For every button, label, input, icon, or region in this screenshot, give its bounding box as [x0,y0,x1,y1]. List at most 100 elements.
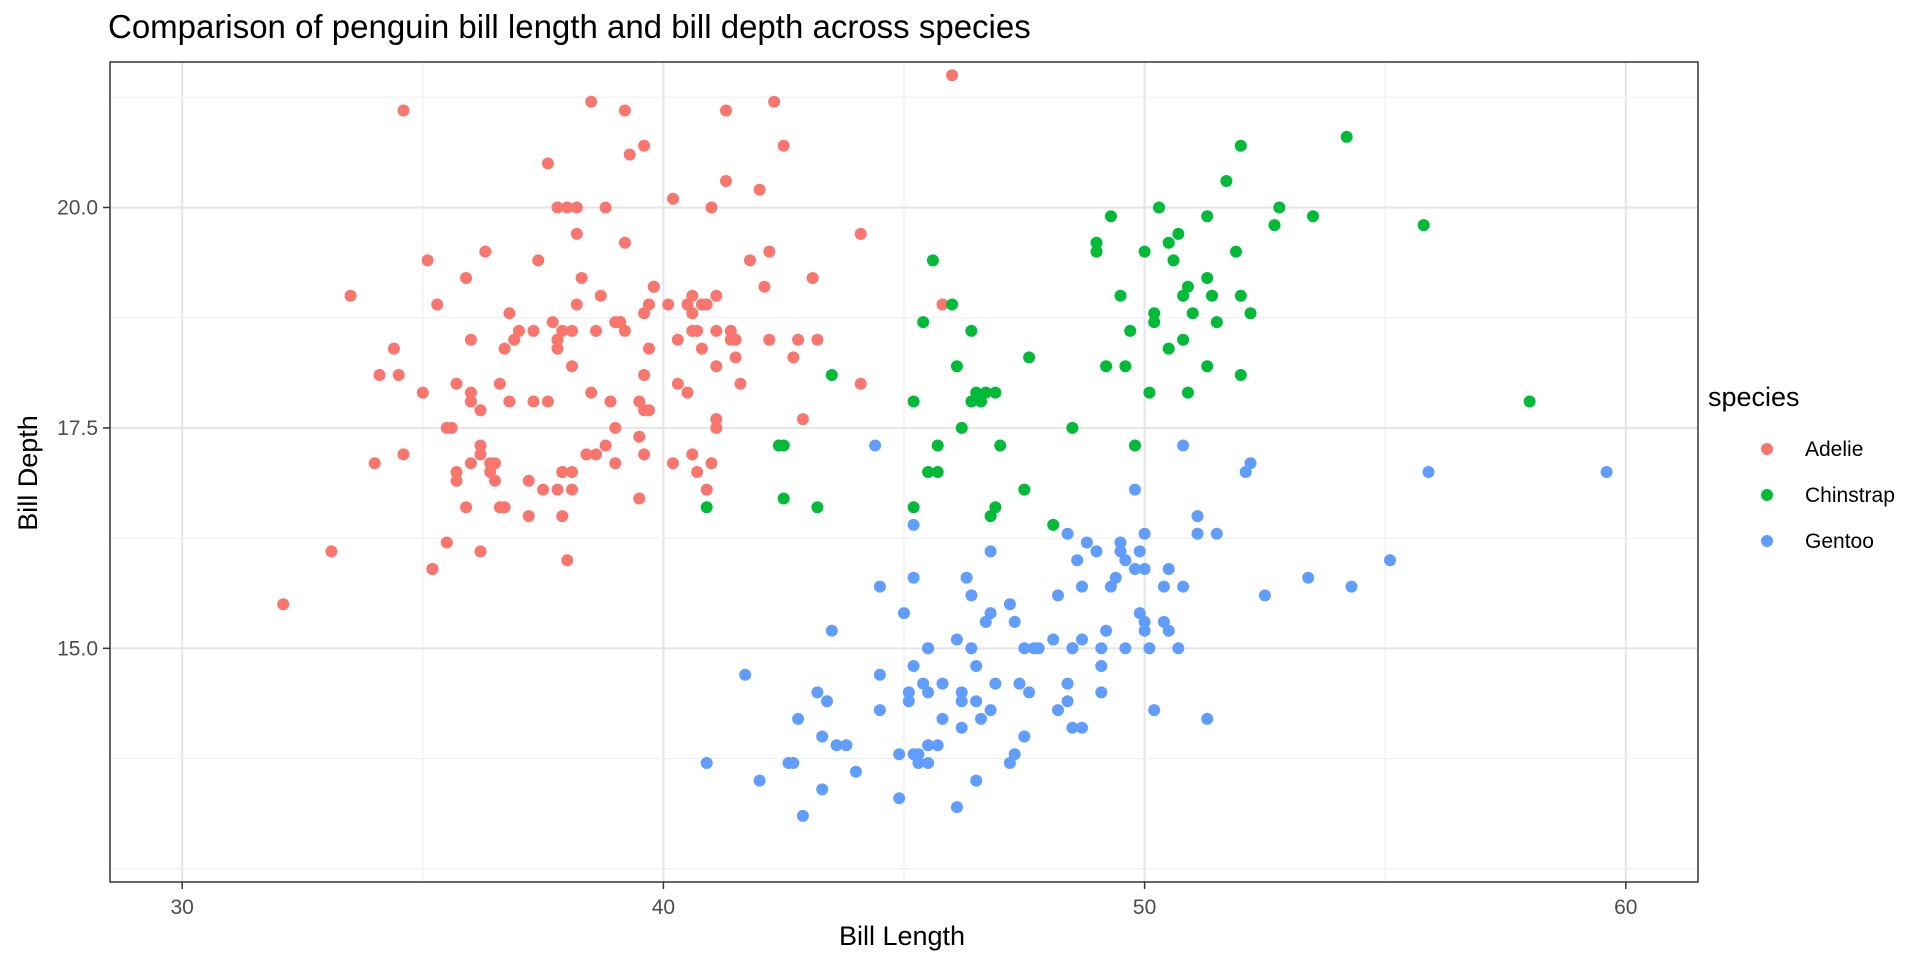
data-point-gentoo [922,642,935,655]
data-point-adelie [561,201,574,214]
data-point-adelie [686,448,699,461]
data-point-gentoo [1133,607,1146,620]
legend-label: Adelie [1805,438,1863,461]
data-point-gentoo [1052,589,1064,602]
y-axis-label: Bill Depth [13,415,43,531]
data-point-gentoo [1100,624,1113,637]
data-point-gentoo [1095,660,1108,672]
data-point-adelie [647,280,660,293]
x-tick-label: 60 [1614,896,1637,919]
data-point-adelie [691,324,704,337]
data-point-gentoo [975,712,987,725]
x-axis-tick-labels: 30 40 50 60 [171,896,1638,919]
data-point-gentoo [1210,527,1223,540]
data-point-adelie [710,421,723,434]
data-point-adelie [585,95,598,108]
data-point-chinstrap [1340,130,1353,143]
data-point-adelie [599,439,612,452]
data-point-adelie [498,342,511,355]
data-point-adelie [695,342,708,355]
data-point-gentoo [1143,642,1156,655]
data-point-chinstrap [1177,333,1190,346]
data-point-gentoo [1191,510,1204,523]
data-point-chinstrap [946,298,959,311]
data-point-gentoo [1104,580,1117,593]
data-point-gentoo [1095,686,1108,699]
data-point-adelie [464,333,477,346]
data-point-gentoo [965,589,978,602]
data-point-chinstrap [1523,395,1536,408]
data-point-gentoo [955,695,968,708]
data-point-gentoo [893,748,906,761]
data-point-adelie [450,377,463,390]
data-point-adelie [695,298,708,311]
data-point-gentoo [700,757,713,769]
data-point-gentoo [936,677,949,690]
legend: species Adelie Chinstrap Gentoo [1708,382,1895,553]
data-point-gentoo [955,686,968,699]
data-point-adelie [662,298,675,311]
data-point-chinstrap [1090,236,1103,249]
data-point-chinstrap [1018,483,1031,496]
data-point-adelie [325,545,338,558]
data-point-gentoo [984,545,997,558]
data-point-chinstrap [1177,289,1190,302]
data-point-gentoo [1201,712,1214,725]
data-point-adelie [710,289,723,302]
series-adelie [277,69,959,611]
data-point-adelie [763,245,776,258]
data-point-adelie [474,448,487,461]
data-point-gentoo [1061,527,1074,540]
data-point-adelie [720,175,732,187]
data-point-gentoo [816,730,829,743]
data-point-chinstrap [1167,254,1180,267]
data-point-adelie [671,333,684,346]
data-point-gentoo [869,439,882,452]
data-point-adelie [493,377,506,390]
data-point-gentoo [1302,571,1315,584]
data-point-adelie [575,272,588,284]
data-point-chinstrap [979,386,992,399]
data-point-gentoo [1138,624,1151,637]
data-point-adelie [686,307,699,320]
data-point-gentoo [1076,580,1088,593]
data-point-gentoo [830,739,843,752]
chart-title: Comparison of penguin bill length and bi… [108,8,1031,45]
data-point-chinstrap [1230,245,1242,258]
data-point-adelie [527,324,540,337]
data-point-adelie [416,386,429,399]
data-point-gentoo [917,677,930,690]
data-point-chinstrap [1172,227,1185,240]
data-point-adelie [484,457,497,470]
data-point-chinstrap [1201,272,1214,284]
data-point-adelie [566,360,578,373]
data-point-gentoo [739,668,752,681]
data-point-chinstrap [1148,307,1161,320]
data-point-gentoo [1080,536,1093,549]
data-point-gentoo [873,704,886,717]
data-point-adelie [604,395,617,408]
data-point-gentoo [796,809,809,822]
data-point-adelie [936,298,949,311]
data-point-gentoo [1095,642,1108,655]
data-point-adelie [570,227,583,240]
data-point-chinstrap [777,439,790,452]
data-point-adelie [609,421,622,434]
data-point-chinstrap [1047,518,1060,531]
data-point-chinstrap [1143,386,1156,399]
data-point-adelie [705,201,718,214]
data-point-gentoo [922,686,935,699]
data-point-gentoo [931,739,944,752]
data-point-gentoo [792,712,805,725]
data-point-adelie [796,413,809,426]
data-point-gentoo [989,677,1002,690]
data-point-gentoo [1133,545,1146,558]
data-point-adelie [566,466,578,478]
data-point-gentoo [1052,704,1064,717]
data-point-chinstrap [931,466,944,478]
data-point-gentoo [1114,545,1127,558]
data-point-chinstrap [825,369,838,381]
plot-grid [110,62,1698,882]
data-point-gentoo [1076,633,1088,646]
data-point-adelie [522,510,535,523]
